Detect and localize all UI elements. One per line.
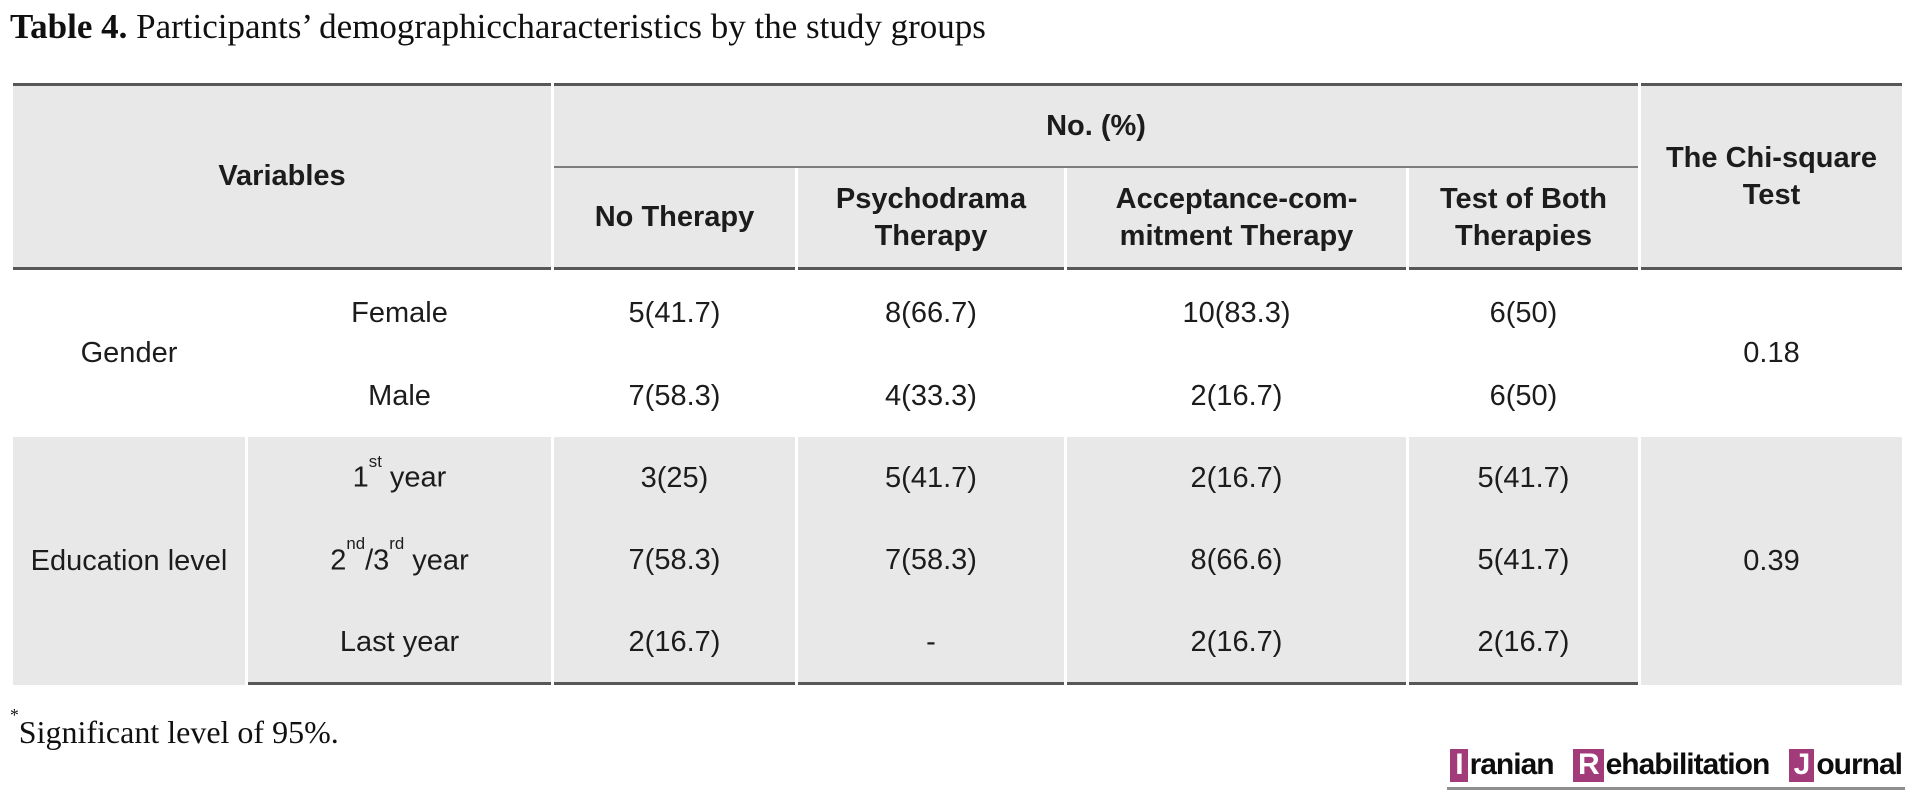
value-cell: 4(33.3): [798, 356, 1064, 437]
level-text: /3: [365, 544, 390, 577]
no-percent-header-cell: No. (%): [554, 83, 1638, 168]
level-cell-1st-year: 1st year: [248, 437, 551, 519]
level-text: 2: [330, 544, 347, 577]
value-cell: 8(66.6): [1067, 519, 1406, 602]
value-cell: 5(41.7): [1409, 437, 1638, 519]
value-cell: 3(25): [554, 437, 795, 519]
chi-value-cell-gender: 0.18: [1641, 270, 1902, 437]
variables-header-cell: Variables: [13, 83, 551, 270]
psychodrama-header-cell: Psychodrama Therapy: [798, 168, 1064, 270]
both-therapies-header-cell: Test of Both Therapies: [1409, 168, 1638, 270]
value-cell: 7(58.3): [554, 519, 795, 602]
level-cell-male: Male: [248, 356, 551, 437]
value-cell: 5(41.7): [798, 437, 1064, 519]
value-cell: 2(16.7): [554, 602, 795, 685]
gender-female-row: Gender Female 5(41.7) 8(66.7) 10(83.3) 6…: [13, 270, 1902, 437]
education-first-year-row: Education level 1st year 3(25) 5(41.7) 2…: [13, 437, 1902, 685]
chi-header-line2: Test: [1742, 178, 1801, 211]
table-caption-label: Table 4.: [10, 7, 128, 46]
value-cell: 2(16.7): [1067, 602, 1406, 685]
demographics-table-container: Variables No. (%) The Chi-square Test No…: [10, 83, 1905, 685]
footnote-asterisk: *: [10, 704, 19, 725]
demographics-table: Variables No. (%) The Chi-square Test No…: [10, 83, 1905, 685]
no-therapy-header-cell: No Therapy: [554, 168, 795, 270]
ordinal-suffix: nd: [346, 534, 366, 554]
logo-initial-box: R: [1572, 749, 1604, 782]
value-cell: 2(16.7): [1067, 356, 1406, 437]
level-text: year: [404, 544, 469, 577]
level-cell-2nd-3rd-year: 2nd/3rd year: [248, 519, 551, 602]
logo-initial-box: J: [1788, 749, 1815, 782]
level-cell-last-year: Last year: [248, 602, 551, 685]
chi-square-header-cell: The Chi-square Test: [1641, 83, 1902, 270]
logo-word-rest: ehabilitation: [1605, 748, 1771, 781]
value-cell: 8(66.7): [798, 270, 1064, 356]
header-row-groups: No Therapy Psychodrama Therapy Acceptanc…: [13, 168, 1902, 270]
ordinal-suffix: rd: [389, 534, 405, 554]
group-label-line: Therapy: [874, 219, 988, 252]
group-label-line: Therapies: [1455, 219, 1592, 252]
chi-value-cell-education: 0.39: [1641, 437, 1902, 685]
variable-cell-gender: Gender: [13, 270, 245, 437]
value-cell: 6(50): [1409, 356, 1638, 437]
group-label-line: Test of Both: [1440, 182, 1607, 215]
education-2nd-3rd-year-row: 2nd/3rd year 7(58.3) 7(58.3) 8(66.6) 5(4…: [13, 519, 1902, 602]
logo-word-rest: ranian: [1469, 748, 1555, 781]
group-label-line: Acceptance-com-: [1115, 182, 1358, 215]
footnote-text: Significant level of 95%.: [18, 714, 339, 750]
education-last-year-row: Last year 2(16.7) - 2(16.7) 2(16.7): [13, 602, 1902, 685]
level-cell-female: Female: [248, 270, 551, 356]
variable-cell-education: Education level: [13, 437, 245, 685]
header-row-top: Variables No. (%) The Chi-square Test: [13, 83, 1902, 270]
gender-male-row: Male 7(58.3) 4(33.3) 2(16.7) 6(50): [13, 356, 1902, 437]
ordinal-suffix: st: [368, 451, 382, 471]
level-text: year: [381, 461, 447, 494]
table-caption-text: Participants’ demographiccharacteristics…: [136, 7, 986, 46]
group-label-line: mitment Therapy: [1119, 219, 1354, 252]
value-cell: 5(41.7): [554, 270, 795, 356]
acceptance-commitment-header-cell: Acceptance-com- mitment Therapy: [1067, 168, 1406, 270]
logo-initial-box: I: [1450, 749, 1468, 782]
logo-word-rest: ournal: [1816, 748, 1903, 781]
table-caption: Table 4. Participants’ demographiccharac…: [10, 4, 1610, 50]
value-cell: 2(16.7): [1067, 437, 1406, 519]
chi-header-line1: The Chi-square: [1665, 141, 1878, 174]
group-label-line: Psychodrama: [835, 182, 1027, 215]
value-cell: 7(58.3): [554, 356, 795, 437]
significance-footnote: *Significant level of 95%.: [10, 705, 339, 751]
value-cell: 10(83.3): [1067, 270, 1406, 356]
group-label-line: No Therapy: [594, 201, 755, 233]
value-cell: -: [798, 602, 1064, 685]
value-cell: 6(50): [1409, 270, 1638, 356]
value-cell: 5(41.7): [1409, 519, 1638, 602]
value-cell: 7(58.3): [798, 519, 1064, 602]
value-cell: 2(16.7): [1409, 602, 1638, 685]
level-text: 1: [352, 461, 369, 494]
